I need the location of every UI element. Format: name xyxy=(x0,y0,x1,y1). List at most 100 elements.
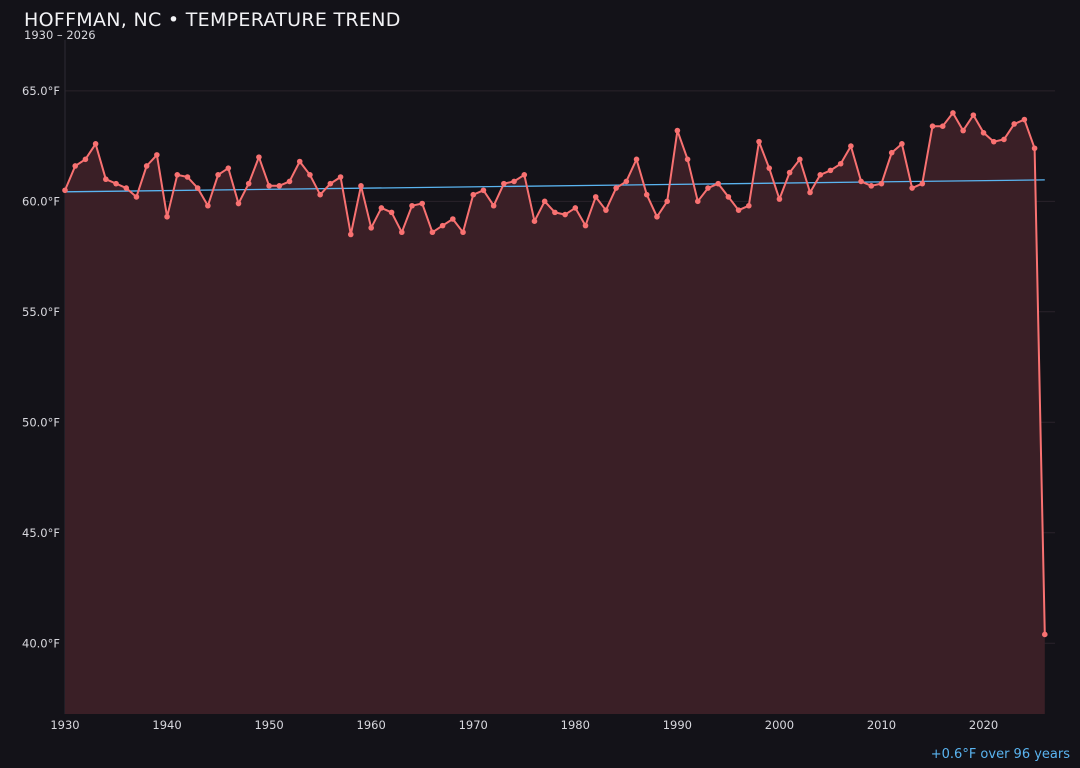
data-point xyxy=(307,172,313,178)
data-point xyxy=(746,202,752,209)
data-point xyxy=(582,222,589,229)
y-tick-label: 45.0°F xyxy=(22,526,60,540)
data-point xyxy=(490,202,497,209)
data-point xyxy=(429,229,436,236)
x-tick-label: 1930 xyxy=(50,718,79,732)
data-point xyxy=(337,174,344,180)
data-point xyxy=(460,229,466,236)
data-point xyxy=(103,176,109,183)
data-point xyxy=(950,110,956,116)
trend-annotation: +0.6°F over 96 years xyxy=(930,747,1070,762)
data-point xyxy=(705,185,711,191)
x-tick-label: 1940 xyxy=(152,718,181,732)
data-point xyxy=(378,205,385,211)
data-point xyxy=(756,138,762,145)
x-tick-label: 2020 xyxy=(969,718,998,732)
data-point xyxy=(919,180,926,187)
data-point xyxy=(133,194,140,200)
data-point xyxy=(980,130,987,136)
data-point xyxy=(256,154,262,160)
data-point xyxy=(245,180,252,187)
data-point xyxy=(1011,121,1017,127)
data-point xyxy=(613,185,619,191)
data-point xyxy=(92,141,99,147)
data-point xyxy=(409,202,415,209)
data-point xyxy=(868,183,875,189)
y-tick-label: 40.0°F xyxy=(22,636,60,650)
data-point xyxy=(521,172,528,178)
data-point xyxy=(266,183,272,189)
data-point xyxy=(623,178,630,185)
data-point xyxy=(786,169,793,176)
data-point xyxy=(113,180,119,187)
data-point xyxy=(552,209,558,216)
data-point xyxy=(225,165,232,171)
data-point xyxy=(1001,136,1007,143)
data-point xyxy=(317,191,323,198)
data-point xyxy=(541,198,548,205)
data-point xyxy=(470,191,477,198)
data-point xyxy=(654,213,660,220)
y-tick-label: 50.0°F xyxy=(22,415,60,429)
data-point xyxy=(1031,145,1038,152)
data-point xyxy=(888,149,895,156)
y-tick-label: 65.0°F xyxy=(22,84,60,98)
data-point xyxy=(511,178,517,185)
y-tick-label: 60.0°F xyxy=(22,194,60,208)
chart-title: HOFFMAN, NC • TEMPERATURE TREND xyxy=(24,9,401,31)
data-point xyxy=(235,200,242,207)
data-point xyxy=(419,200,426,207)
data-point xyxy=(725,194,732,200)
x-tick-label: 1970 xyxy=(459,718,488,732)
data-point xyxy=(194,185,201,191)
data-point xyxy=(347,231,354,238)
data-point xyxy=(960,127,966,134)
data-point xyxy=(572,205,579,211)
data-point xyxy=(327,180,334,187)
data-point xyxy=(531,218,538,225)
data-point xyxy=(929,123,936,129)
data-point xyxy=(970,112,977,118)
data-point xyxy=(776,196,783,202)
data-point xyxy=(296,158,303,165)
data-point xyxy=(603,207,609,213)
data-point xyxy=(684,156,691,163)
data-point xyxy=(797,156,803,163)
x-tick-label: 2010 xyxy=(867,718,896,732)
data-point xyxy=(674,127,681,134)
data-point xyxy=(439,222,446,229)
data-point xyxy=(123,185,130,191)
data-point xyxy=(72,163,79,169)
data-point xyxy=(837,160,844,167)
data-point xyxy=(990,138,997,145)
data-point xyxy=(664,198,670,205)
data-point xyxy=(735,207,742,213)
data-point xyxy=(715,180,721,187)
data-point xyxy=(174,172,181,178)
data-point xyxy=(82,156,89,163)
data-point xyxy=(562,211,568,218)
data-point xyxy=(450,216,456,222)
x-tick-label: 1990 xyxy=(663,718,692,732)
data-point xyxy=(878,180,885,187)
data-point xyxy=(286,178,293,185)
data-point xyxy=(592,194,599,200)
data-point xyxy=(184,174,191,180)
x-tick-label: 1950 xyxy=(254,718,283,732)
data-point xyxy=(694,198,701,205)
x-tick-label: 2000 xyxy=(765,718,794,732)
data-point xyxy=(388,209,395,216)
data-point xyxy=(766,165,773,171)
data-point xyxy=(276,183,283,189)
data-point xyxy=(909,185,915,191)
data-point xyxy=(501,180,507,187)
data-point xyxy=(1021,116,1028,123)
data-point xyxy=(399,229,405,236)
data-point xyxy=(807,189,813,196)
data-point xyxy=(827,167,834,174)
data-point xyxy=(358,183,364,189)
temperature-area-fill xyxy=(65,112,1045,714)
data-point xyxy=(154,152,160,158)
data-point xyxy=(62,187,68,194)
